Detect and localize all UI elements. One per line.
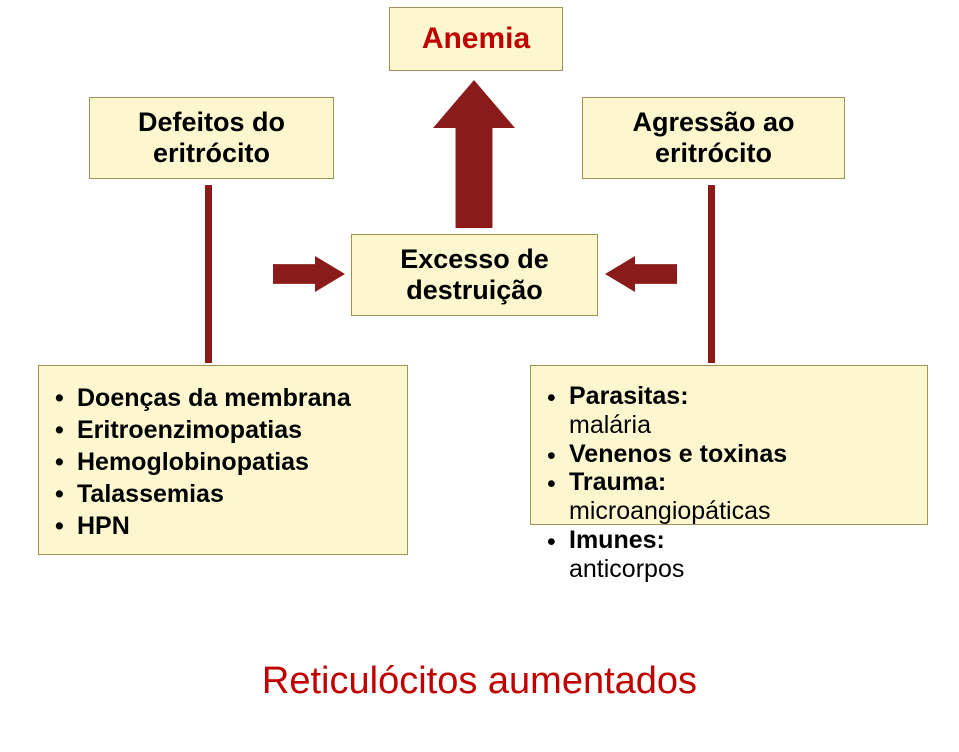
box-excesso-line1: Excesso de bbox=[400, 244, 549, 275]
list-item: Talassemias bbox=[55, 478, 391, 510]
list-item: Parasitas: malária bbox=[547, 382, 911, 440]
list-item-rest: malária bbox=[569, 411, 911, 440]
list-item-label: Venenos e toxinas bbox=[569, 440, 911, 469]
list-item: Trauma: microangiopáticas bbox=[547, 468, 911, 526]
box-anemia-label: Anemia bbox=[422, 22, 530, 57]
box-excesso: Excesso de destruição bbox=[351, 234, 598, 316]
list-item: HPN bbox=[55, 510, 391, 542]
box-left-causes: Doenças da membranaEritroenzimopatiasHem… bbox=[38, 365, 408, 555]
box-agressao: Agressão ao eritrócito bbox=[582, 97, 845, 179]
list-item: Doenças da membrana bbox=[55, 382, 391, 414]
arrow-left-icon bbox=[605, 256, 677, 292]
box-anemia: Anemia bbox=[389, 7, 563, 71]
footer-text: Reticulócitos aumentados bbox=[0, 660, 959, 703]
connector-line-right bbox=[708, 185, 715, 363]
arrow-right-icon bbox=[273, 256, 345, 292]
list-item: Hemoglobinopatias bbox=[55, 446, 391, 478]
box-excesso-line2: destruição bbox=[406, 275, 543, 306]
box-right-causes: Parasitas: maláriaVenenos e toxinasTraum… bbox=[530, 365, 928, 525]
arrow-up-icon bbox=[433, 80, 515, 228]
list-item: Venenos e toxinas bbox=[547, 440, 911, 469]
left-causes-list: Doenças da membranaEritroenzimopatiasHem… bbox=[55, 382, 391, 542]
diagram-stage: Anemia Defeitos do eritrócito Agressão a… bbox=[0, 0, 959, 752]
list-item-label: Trauma: bbox=[569, 468, 911, 497]
list-item-label: Imunes: bbox=[569, 526, 911, 555]
box-agressao-line2: eritrócito bbox=[655, 138, 772, 169]
connector-line-left bbox=[205, 185, 212, 363]
box-agressao-line1: Agressão ao bbox=[632, 107, 794, 138]
box-defeitos-line1: Defeitos do bbox=[138, 107, 285, 138]
list-item-rest: anticorpos bbox=[569, 555, 911, 584]
list-item: Imunes: anticorpos bbox=[547, 526, 911, 584]
box-defeitos-line2: eritrócito bbox=[153, 138, 270, 169]
box-defeitos: Defeitos do eritrócito bbox=[89, 97, 334, 179]
list-item-label: Parasitas: bbox=[569, 382, 911, 411]
right-causes-list: Parasitas: maláriaVenenos e toxinasTraum… bbox=[547, 382, 911, 583]
list-item: Eritroenzimopatias bbox=[55, 414, 391, 446]
list-item-rest: microangiopáticas bbox=[569, 497, 911, 526]
